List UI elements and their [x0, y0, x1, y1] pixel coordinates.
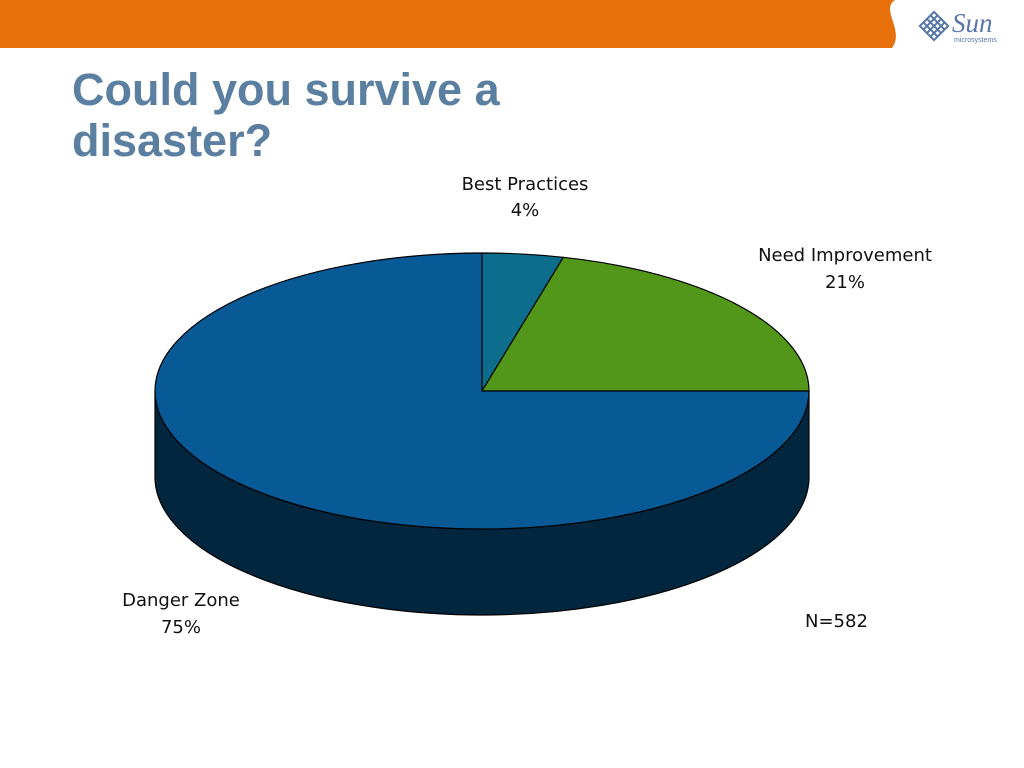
header-band [0, 0, 896, 48]
slice-value-label-1: 21% [825, 272, 865, 293]
logo-wordmark: Sun [952, 8, 993, 38]
sun-diamond-icon [918, 10, 950, 42]
slice-label-2: Danger Zone [122, 590, 240, 611]
sun-logo: Sun microsystems [918, 8, 1008, 48]
slice-value-label-2: 75% [161, 617, 201, 638]
logo-subtitle: microsystems [954, 37, 997, 44]
slice-label-0: Best Practices [462, 174, 589, 195]
pie-slice-1 [481, 256, 810, 392]
page-title: Could you survive a disaster? [72, 64, 500, 166]
pie-slice-2 [154, 252, 810, 530]
sample-size-note: N=582 [805, 611, 868, 632]
slice-value-label-0: 4% [511, 200, 540, 221]
slice-label-1: Need Improvement [758, 245, 932, 266]
